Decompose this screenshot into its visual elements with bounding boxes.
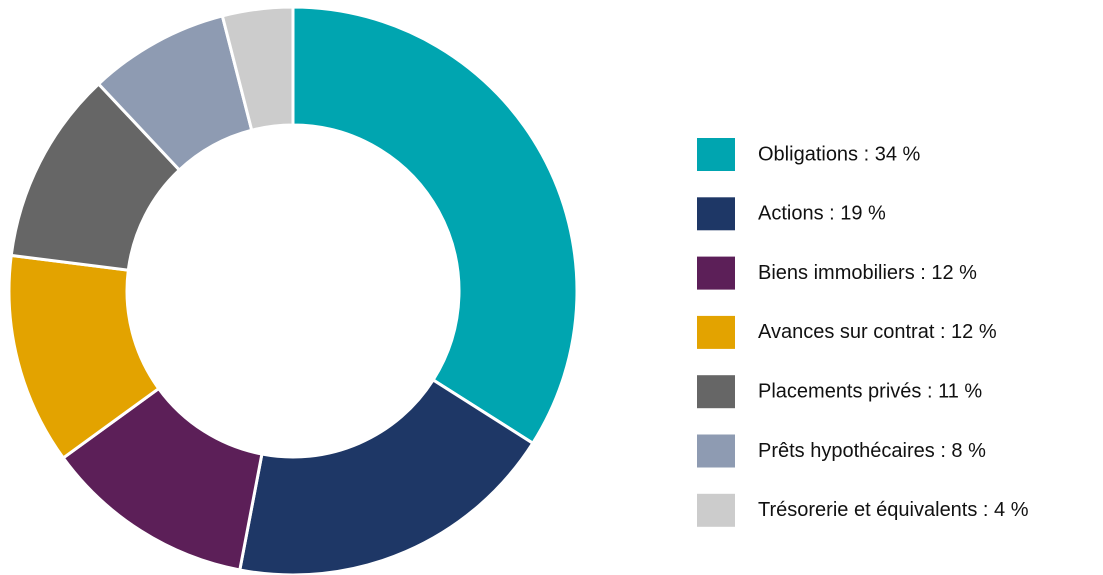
donut-slice [238, 377, 535, 575]
legend-swatch [697, 256, 735, 290]
legend-swatch [697, 375, 735, 409]
legend-swatch [697, 434, 735, 468]
legend-label: Prêts hypothécaires : 8 % [758, 440, 986, 462]
legend-swatch [697, 197, 735, 231]
donut-slice [220, 5, 295, 133]
legend-label: Actions : 19 % [758, 203, 886, 225]
donut-slice [291, 5, 579, 446]
legend-label: Avances sur contrat : 12 % [758, 321, 997, 343]
legend-label: Placements privés : 11 % [758, 380, 982, 402]
legend-label: Obligations : 34 % [758, 143, 921, 165]
legend-label: Biens immobiliers : 12 % [758, 262, 977, 284]
legend-swatch [697, 315, 735, 349]
legend-label: Trésorerie et équivalents : 4 % [758, 499, 1029, 521]
legend-swatch [697, 493, 735, 527]
legend-swatch [697, 138, 735, 171]
